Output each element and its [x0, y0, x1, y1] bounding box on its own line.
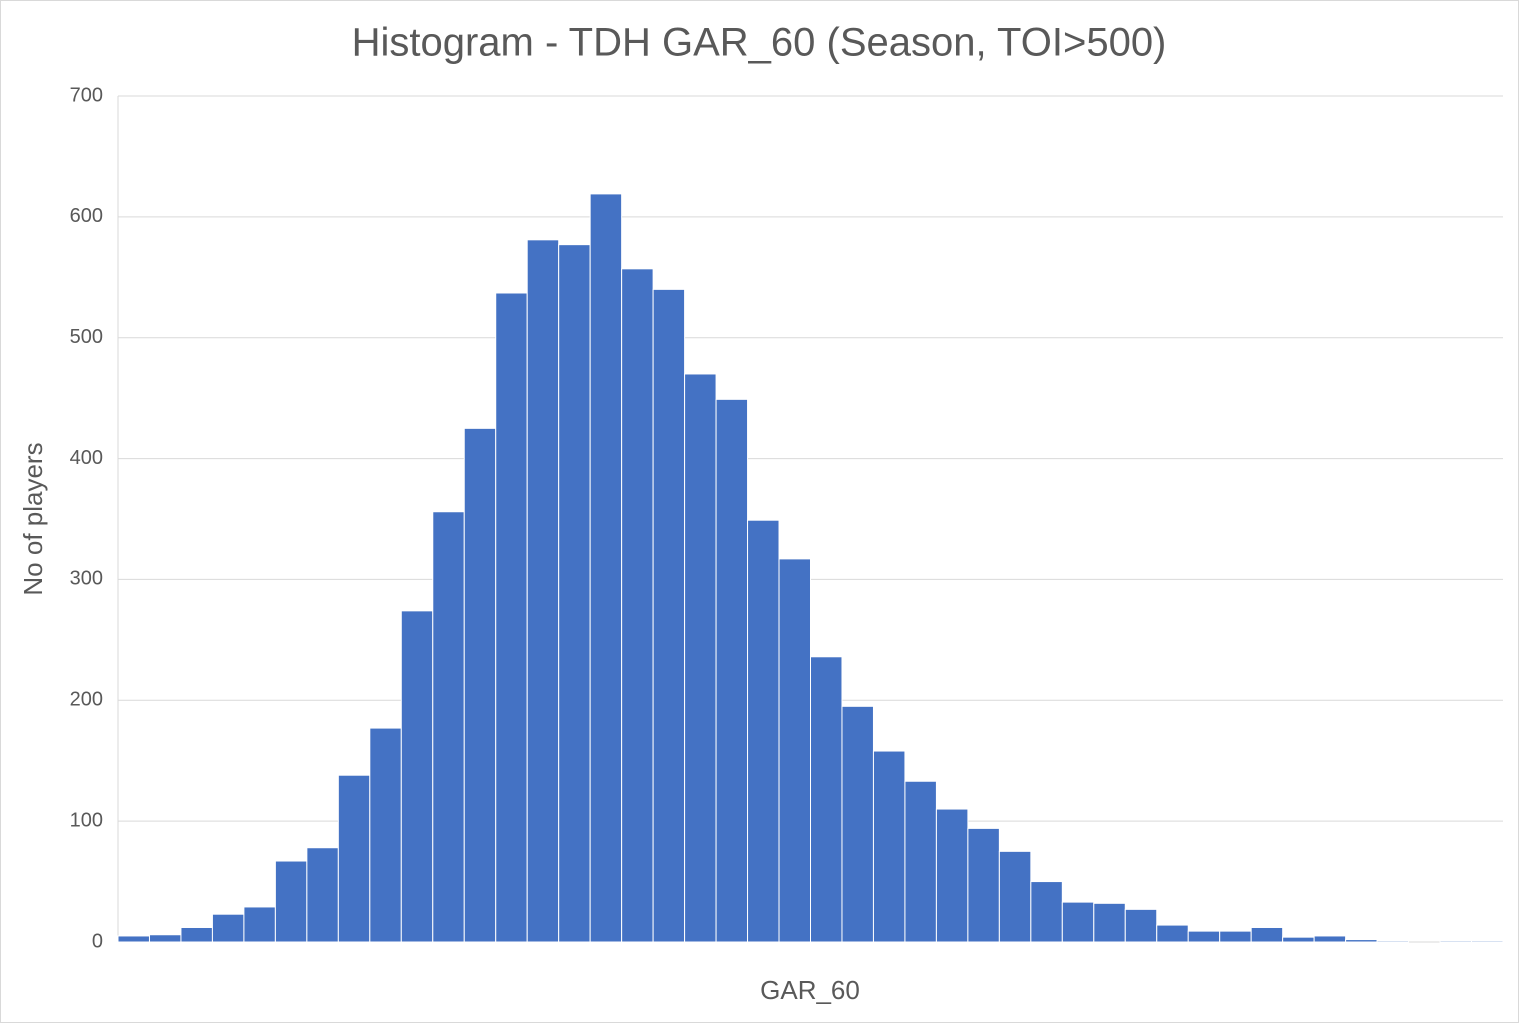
bar	[841, 705, 874, 943]
bar	[1187, 930, 1221, 943]
bar	[1030, 881, 1063, 943]
bar	[1250, 926, 1284, 943]
bar	[306, 847, 339, 943]
bar	[872, 750, 906, 943]
bar	[1313, 935, 1347, 943]
bar	[117, 935, 150, 943]
y-tick-label: 200	[70, 689, 103, 711]
bar	[1219, 930, 1252, 943]
y-tick-label: 500	[70, 326, 103, 348]
bar	[1061, 901, 1095, 943]
x-axis-label: GAR_60	[760, 975, 860, 1005]
bar	[621, 268, 654, 943]
bar	[211, 913, 245, 943]
bar	[684, 373, 717, 943]
bar	[558, 244, 591, 943]
bar	[526, 239, 560, 943]
bar	[495, 292, 528, 943]
bar	[432, 511, 465, 943]
bar	[935, 808, 969, 943]
chart-title: Histogram - TDH GAR_60 (Season, TOI>500)	[352, 21, 1167, 65]
y-tick-label: 0	[92, 930, 103, 952]
bar	[967, 827, 1000, 943]
bar	[1471, 940, 1504, 943]
bar	[1439, 940, 1473, 943]
bar	[1156, 924, 1189, 943]
bar	[1282, 936, 1315, 943]
bar	[778, 558, 811, 943]
bar	[1093, 902, 1126, 943]
bar	[148, 934, 182, 943]
y-tick-label: 300	[70, 568, 103, 590]
bar	[369, 727, 402, 943]
y-tick-label: 700	[70, 84, 103, 106]
bar	[747, 519, 780, 943]
bar	[337, 774, 371, 943]
bar	[1124, 908, 1158, 943]
bar	[1376, 940, 1410, 943]
bar	[715, 398, 749, 943]
y-tick-label: 600	[70, 205, 103, 227]
y-tick-label: 400	[70, 447, 103, 469]
y-axis-label: No of players	[18, 442, 48, 595]
bar	[400, 610, 434, 943]
bar	[274, 860, 308, 943]
bar	[652, 288, 686, 943]
bar	[1345, 939, 1378, 943]
bar	[589, 193, 623, 943]
bar	[243, 906, 276, 943]
bar	[463, 427, 497, 943]
bar	[998, 850, 1032, 943]
bar	[904, 780, 937, 943]
bar	[810, 656, 843, 943]
y-tick-label: 100	[70, 809, 103, 831]
bar	[180, 926, 213, 943]
